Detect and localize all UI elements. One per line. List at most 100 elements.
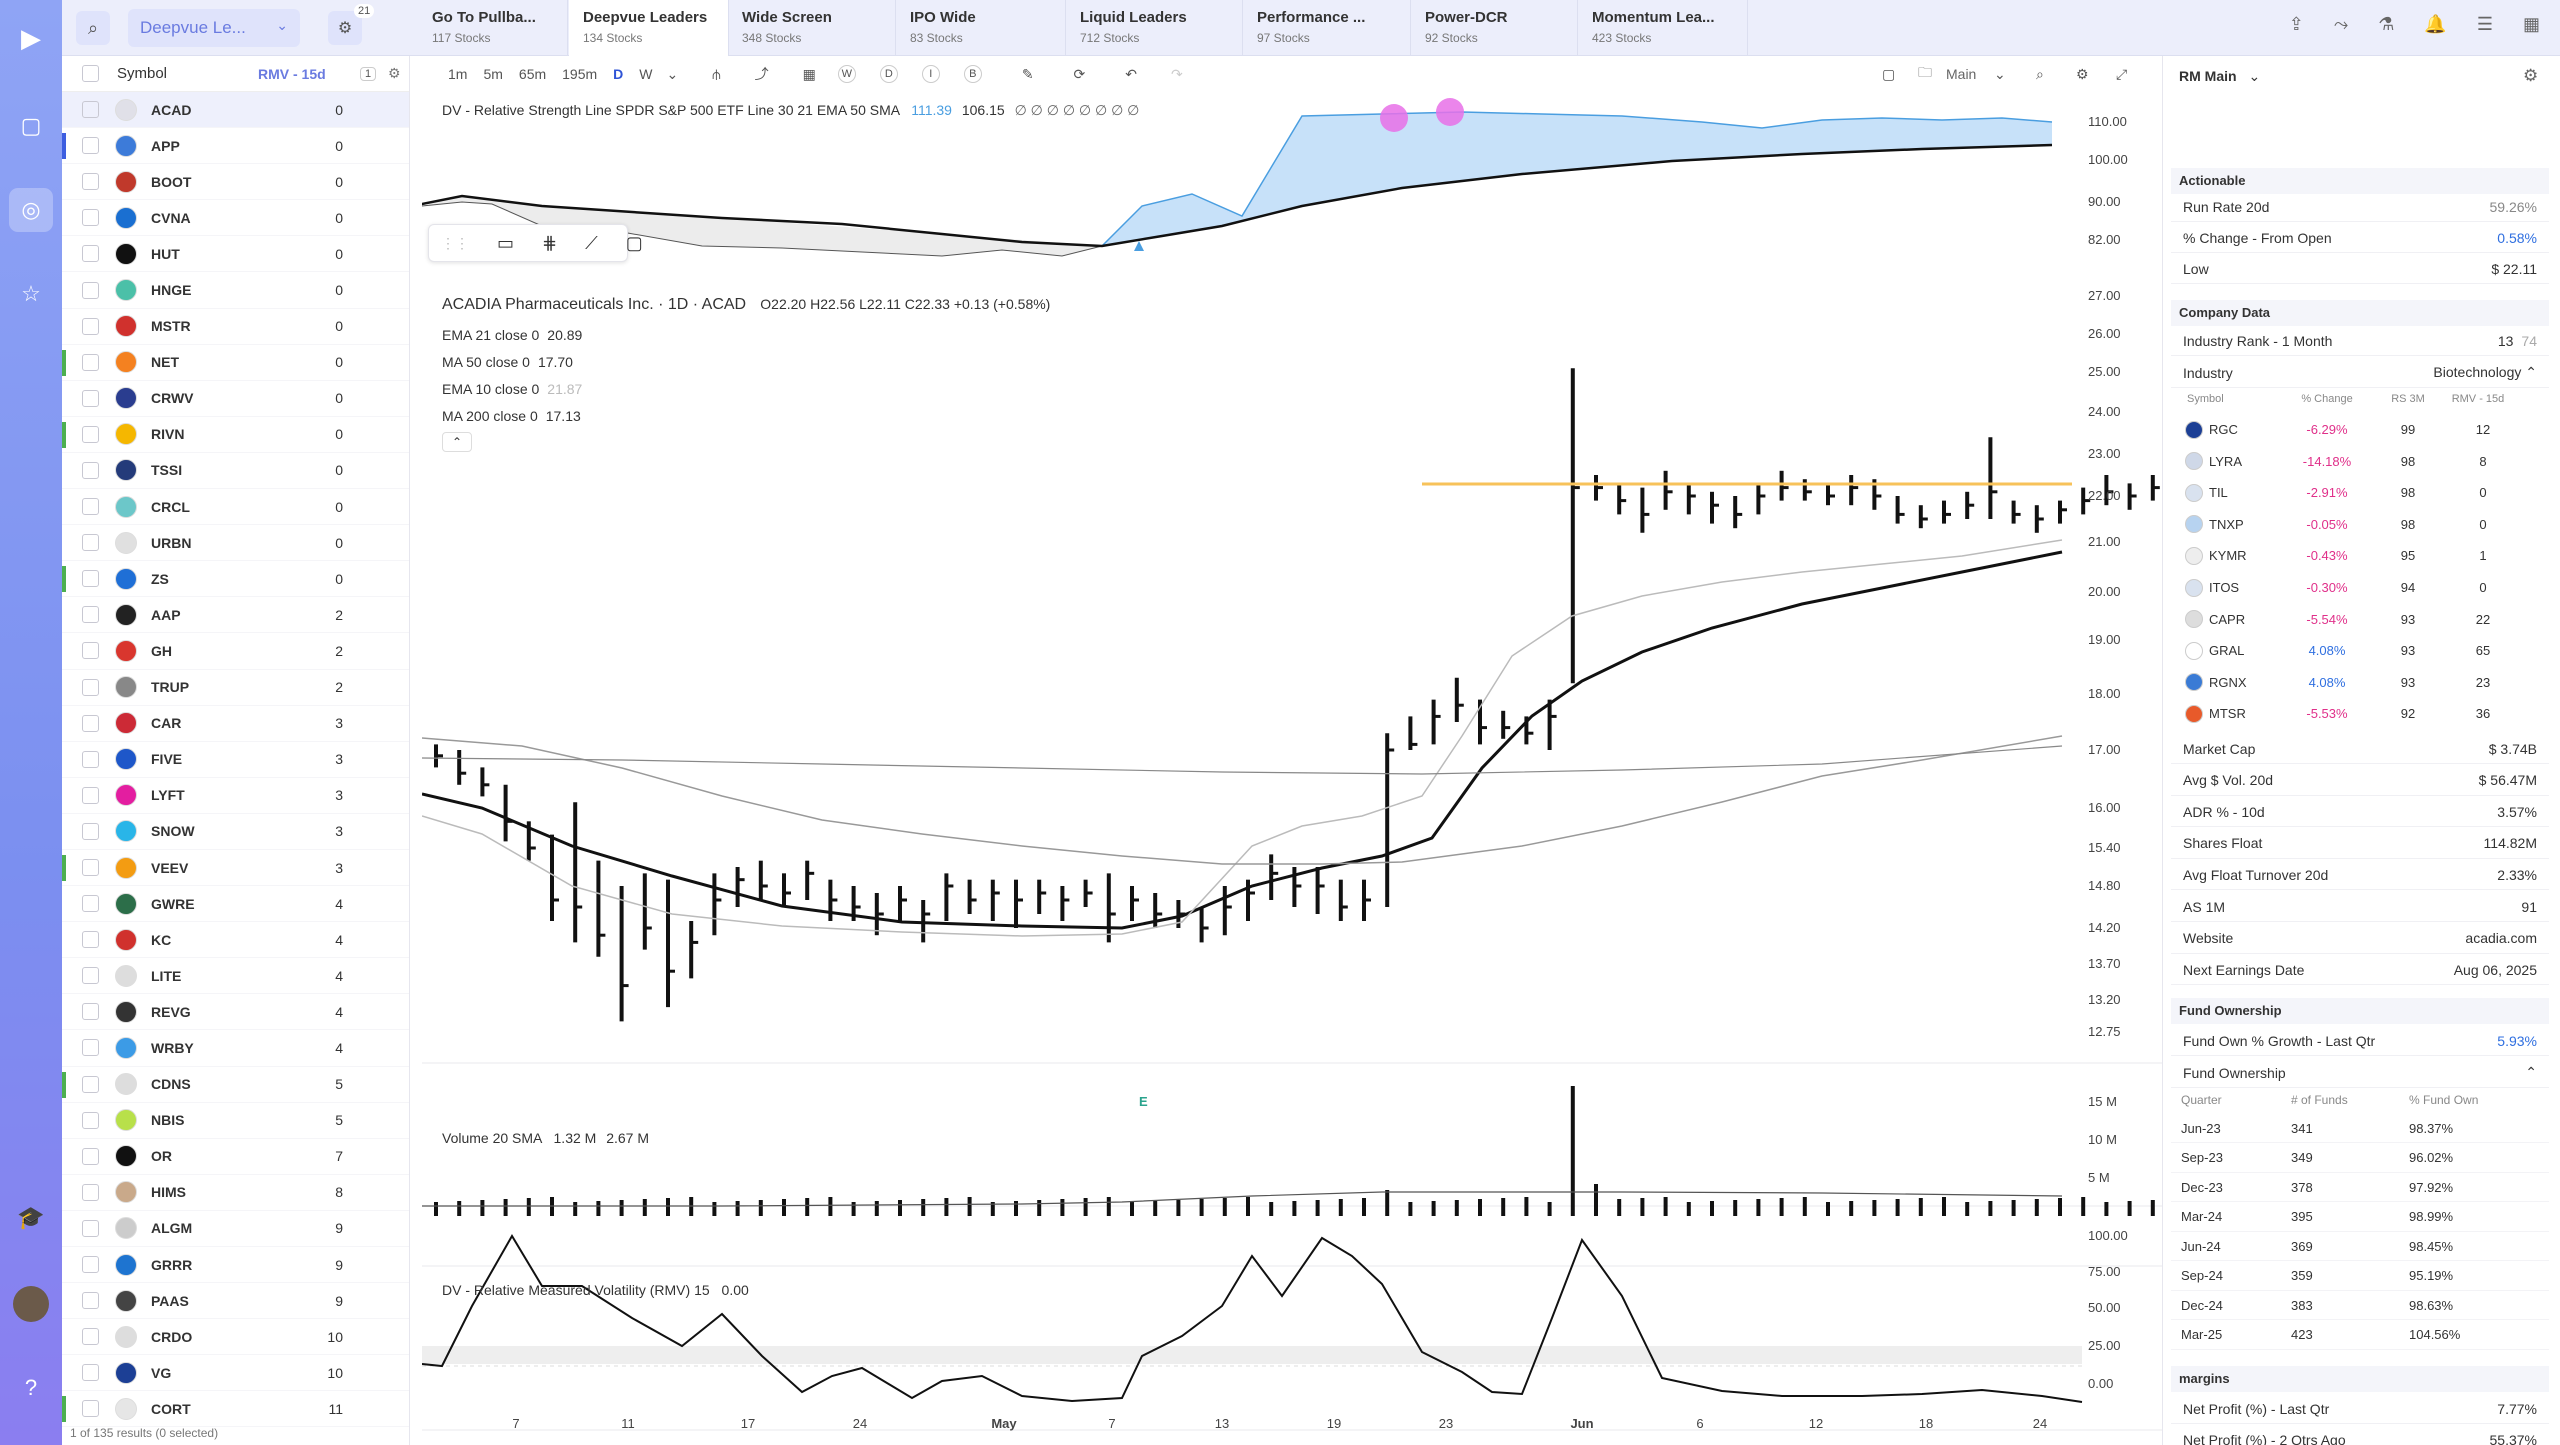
price-bar[interactable] bbox=[1988, 437, 1998, 519]
watchlist-row[interactable]: MSTR 0 bbox=[62, 309, 409, 345]
price-bar[interactable] bbox=[1849, 475, 1859, 506]
price-bar[interactable] bbox=[642, 873, 652, 950]
chevron-up-icon[interactable]: ⌃ bbox=[2521, 364, 2537, 380]
flask-icon[interactable]: ⚗ bbox=[2378, 14, 2395, 34]
rs-new-high-dot[interactable] bbox=[1436, 98, 1464, 126]
price-bar[interactable] bbox=[1431, 699, 1441, 745]
watchlist-tab-2[interactable]: Wide Screen 348 Stocks bbox=[728, 0, 896, 56]
watchlist-row[interactable]: WRBY 4 bbox=[62, 1030, 409, 1067]
watchlist-row[interactable]: ACAD 0 bbox=[62, 92, 409, 129]
row-checkbox[interactable] bbox=[82, 461, 99, 479]
watchlist-row[interactable]: GRRR 9 bbox=[62, 1247, 409, 1284]
row-checkbox[interactable] bbox=[82, 895, 99, 913]
chevron-down-icon[interactable]: ⌄ bbox=[666, 65, 679, 82]
price-bar[interactable] bbox=[1756, 483, 1766, 515]
price-bar[interactable] bbox=[1617, 483, 1627, 515]
watchlist-tab-4[interactable]: Liquid Leaders 712 Stocks bbox=[1066, 0, 1243, 56]
peer-col-header[interactable]: % Change bbox=[2301, 393, 2353, 405]
panel-layout-select[interactable]: RM Main ⌄ bbox=[2179, 68, 2260, 85]
price-bar[interactable] bbox=[1733, 496, 1743, 529]
watchlist-row[interactable]: ALGM 9 bbox=[62, 1211, 409, 1247]
price-bar[interactable] bbox=[573, 802, 583, 943]
comment-tool-icon[interactable]: ▢ bbox=[625, 232, 643, 253]
interval-button[interactable]: 5m bbox=[483, 66, 503, 82]
row-checkbox[interactable] bbox=[82, 425, 99, 443]
watchlist-row[interactable]: AAP 2 bbox=[62, 597, 409, 634]
peer-col-header[interactable]: RMV - 15d bbox=[2451, 393, 2505, 405]
price-bar[interactable] bbox=[1153, 893, 1163, 928]
period-button[interactable]: D bbox=[879, 65, 898, 83]
user-avatar[interactable] bbox=[9, 1282, 53, 1326]
interval-button[interactable]: 1m bbox=[448, 66, 468, 82]
row-checkbox[interactable] bbox=[82, 678, 99, 696]
chevron-down-icon[interactable]: ⌄ bbox=[1994, 65, 2006, 82]
price-bar[interactable] bbox=[2011, 500, 2021, 524]
watchlist-row[interactable]: BOOT 0 bbox=[62, 164, 409, 201]
price-bar[interactable] bbox=[1501, 710, 1511, 739]
compare-icon[interactable]: ⤴ bbox=[754, 66, 769, 82]
row-checkbox[interactable] bbox=[82, 209, 99, 227]
watchlist-row[interactable]: TSSI 0 bbox=[62, 453, 409, 490]
gear-icon[interactable]: ⚙ bbox=[388, 65, 401, 81]
row-checkbox[interactable] bbox=[82, 389, 99, 407]
watchlist-row[interactable]: RIVN 0 bbox=[62, 417, 409, 453]
price-bar[interactable] bbox=[596, 860, 606, 957]
watchlist-selector[interactable]: Deepvue Le... ⌄ bbox=[128, 9, 300, 47]
price-bar[interactable] bbox=[1802, 479, 1812, 501]
price-bar[interactable] bbox=[782, 873, 791, 907]
watchlist-tab-1[interactable]: Deepvue Leaders 134 Stocks bbox=[569, 0, 729, 56]
pencil-icon[interactable]: ✎ bbox=[1021, 65, 1034, 82]
indicator-legend-row[interactable]: MA 50 close 0 17.70 bbox=[442, 349, 1050, 376]
magnify-icon[interactable]: ⌕ bbox=[2036, 65, 2044, 82]
price-bar[interactable] bbox=[2034, 505, 2044, 533]
row-checkbox[interactable] bbox=[82, 714, 99, 732]
price-bar[interactable] bbox=[1385, 733, 1395, 907]
row-checkbox[interactable] bbox=[82, 1183, 99, 1201]
rectangle-tool-icon[interactable]: ▭ bbox=[497, 232, 515, 253]
watchlist-row[interactable]: TRUP 2 bbox=[62, 670, 409, 706]
price-chart-svg[interactable]: 110.00100.0090.0082.0027.0026.0025.0024.… bbox=[422, 56, 2162, 1445]
watchlist-row[interactable]: NBIS 5 bbox=[62, 1103, 409, 1139]
fund-ownership-toggle[interactable]: Fund Ownership ⌃ bbox=[2171, 1058, 2549, 1088]
watchlist-row[interactable]: HUT 0 bbox=[62, 236, 409, 273]
watchlist-row[interactable]: REVG 4 bbox=[62, 994, 409, 1031]
price-bar[interactable] bbox=[990, 879, 1000, 921]
row-checkbox[interactable] bbox=[82, 173, 99, 191]
price-bar[interactable] bbox=[921, 900, 931, 943]
select-all-checkbox[interactable] bbox=[82, 65, 99, 82]
row-checkbox[interactable] bbox=[82, 1147, 99, 1165]
price-bar[interactable] bbox=[1594, 475, 1603, 501]
peer-row[interactable]: KYMR -0.43% 95 1 bbox=[2171, 540, 2549, 571]
watchlist-row[interactable]: CAR 3 bbox=[62, 706, 409, 742]
row-checkbox[interactable] bbox=[82, 317, 99, 335]
price-bar[interactable] bbox=[1362, 879, 1371, 921]
peer-row[interactable]: ITOS -0.30% 94 0 bbox=[2171, 572, 2549, 603]
gear-icon[interactable]: ⚙ bbox=[2076, 65, 2089, 82]
price-bar[interactable] bbox=[434, 744, 443, 768]
price-bar[interactable] bbox=[735, 867, 745, 907]
watchlist-row[interactable]: NET 0 bbox=[62, 345, 409, 381]
price-bar[interactable] bbox=[457, 750, 467, 785]
fib-tool-icon[interactable]: ⋕ bbox=[542, 232, 558, 253]
share-icon[interactable]: ⇪ bbox=[2288, 14, 2304, 34]
price-bar[interactable] bbox=[1037, 879, 1047, 914]
row-checkbox[interactable] bbox=[82, 281, 99, 299]
price-bar[interactable] bbox=[1106, 873, 1116, 943]
watchlist-row[interactable]: CRDO 10 bbox=[62, 1319, 409, 1356]
redo-icon[interactable]: ↷ bbox=[1171, 65, 1183, 82]
peer-row[interactable]: TIL -2.91% 98 0 bbox=[2171, 477, 2549, 508]
price-bar[interactable] bbox=[1640, 487, 1650, 533]
peer-col-header[interactable]: RS 3M bbox=[2391, 393, 2425, 405]
rs-new-high-dot[interactable] bbox=[1380, 104, 1408, 132]
watchlist-row[interactable]: CORT 11 bbox=[62, 1391, 409, 1428]
price-bar[interactable] bbox=[1060, 886, 1070, 921]
peer-row[interactable]: MTSR -5.53% 92 36 bbox=[2171, 698, 2549, 729]
bell-icon[interactable]: 🔔 bbox=[2424, 14, 2447, 34]
row-checkbox[interactable] bbox=[82, 245, 99, 263]
list-icon[interactable]: ☰ bbox=[2476, 14, 2493, 34]
row-checkbox[interactable] bbox=[82, 498, 99, 516]
period-button[interactable]: W bbox=[837, 65, 856, 83]
row-checkbox[interactable] bbox=[82, 534, 99, 552]
price-bar[interactable] bbox=[1408, 716, 1418, 750]
price-bar[interactable] bbox=[2127, 483, 2137, 510]
